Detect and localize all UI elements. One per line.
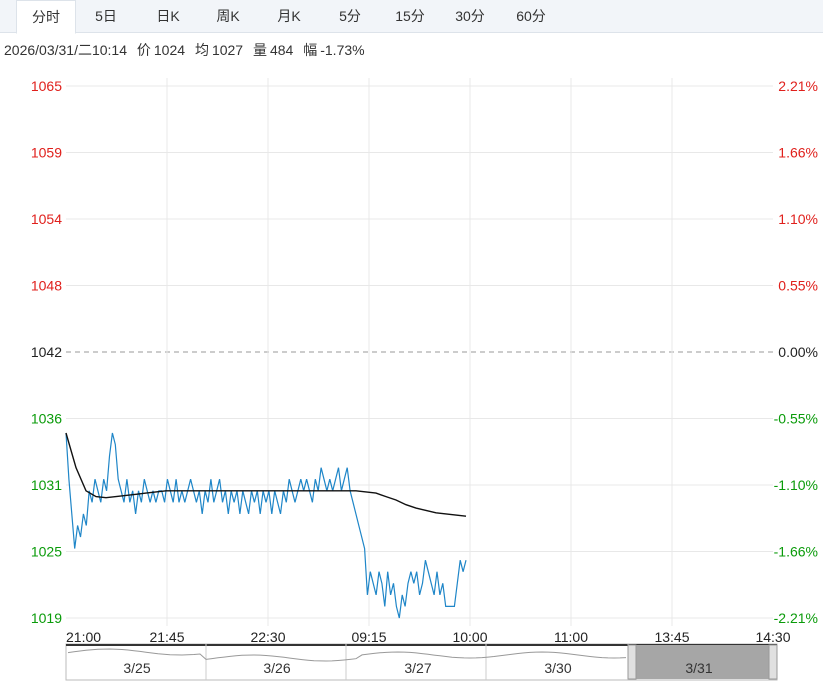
navigator-mini-line (67, 648, 627, 662)
period-tab-bar: 分时 5日 日K 周K 月K 5分 15分 30分 60分 (0, 0, 823, 34)
info-change: -1.73% (320, 42, 365, 58)
navigator-handle-left[interactable] (627, 644, 637, 680)
tab-daily-k[interactable]: 日K (156, 8, 180, 24)
navigator-handle-right[interactable] (768, 644, 778, 680)
average-price-line (65, 432, 467, 517)
quote-info-bar: 2026/03/31/二10:14 价 1024 均 1027 量 484 幅 -1.7… (4, 38, 371, 62)
y-percent-tick-label: 2.21% (778, 78, 818, 94)
navigator-date-label: 3/30 (544, 660, 571, 676)
y-tick-label: 1059 (31, 145, 62, 161)
tab-15min[interactable]: 15分 (395, 8, 425, 24)
date-navigator[interactable]: 3/25 3/26 3/27 3/30 3/31 (65, 643, 778, 681)
chart-grid (66, 78, 773, 626)
price-line (65, 432, 467, 619)
navigator-date-label: 3/25 (123, 660, 150, 676)
y-tick-label: 1042 (31, 344, 62, 360)
x-tick-label: 14:30 (755, 629, 790, 645)
y-tick-label: 1036 (31, 411, 62, 427)
y-tick-label: 1025 (31, 544, 62, 560)
percent-axis-labels: 2.21% 1.66% 1.10% 0.55% 0.00% -0.55% -1.10% -1.… (774, 78, 818, 626)
y-percent-tick-label: -1.10% (774, 477, 818, 493)
info-price-label: 价 (136, 42, 151, 58)
y-tick-label: 1054 (31, 211, 62, 227)
y-tick-label: 1065 (31, 78, 62, 94)
info-volume: 484 (269, 42, 294, 58)
price-axis-labels: 1065 1059 1054 1048 1042 1036 1031 1025 1019 (31, 78, 62, 626)
info-volume-label: 量 (252, 42, 267, 58)
y-percent-tick-label: 0.00% (778, 344, 818, 360)
y-percent-tick-label: 1.66% (778, 145, 818, 161)
chart-lines (65, 432, 467, 619)
navigator-date-label: 3/27 (404, 660, 431, 676)
x-tick-label: 13:45 (654, 629, 689, 645)
tab-30min[interactable]: 30分 (455, 8, 485, 24)
info-avg-label: 均 (194, 42, 209, 58)
y-percent-tick-label: 0.55% (778, 278, 818, 294)
y-percent-tick-label: -0.55% (774, 411, 818, 427)
y-tick-label: 1031 (31, 477, 62, 493)
info-datetime: 2026/03/31/二10:14 (4, 42, 127, 58)
tab-weekly-k[interactable]: 周K (216, 8, 240, 24)
navigator-date-label: 3/31 (685, 660, 712, 676)
info-change-label: 幅 (303, 42, 318, 58)
info-price: 1024 (153, 42, 186, 58)
x-tick-label: 22:30 (250, 629, 285, 645)
navigator-selection[interactable] (636, 645, 769, 679)
tab-intraday[interactable]: 分时 (16, 0, 76, 34)
tab-60min[interactable]: 60分 (516, 8, 546, 24)
time-axis-labels: 21:00 21:45 22:30 09:15 10:00 11:00 13:45 14:30 (66, 629, 791, 645)
y-percent-tick-label: -2.21% (774, 610, 818, 626)
y-percent-tick-label: -1.66% (774, 544, 818, 560)
tab-5day[interactable]: 5日 (95, 8, 117, 24)
tab-5min[interactable]: 5分 (339, 8, 361, 24)
info-avg: 1027 (211, 42, 244, 58)
tab-monthly-k[interactable]: 月K (277, 8, 301, 24)
y-tick-label: 1048 (31, 278, 62, 294)
navigator-date-label: 3/26 (263, 660, 290, 676)
x-tick-label: 10:00 (452, 629, 487, 645)
x-tick-label: 21:00 (66, 629, 101, 645)
x-tick-label: 11:00 (554, 629, 588, 645)
y-percent-tick-label: 1.10% (778, 211, 818, 227)
x-tick-label: 21:45 (149, 629, 184, 645)
y-tick-label: 1019 (31, 610, 62, 626)
x-tick-label: 09:15 (351, 629, 386, 645)
intraday-chart[interactable]: 1065 1059 1054 1048 1042 1036 1031 1025 1019 2.2… (0, 66, 823, 686)
